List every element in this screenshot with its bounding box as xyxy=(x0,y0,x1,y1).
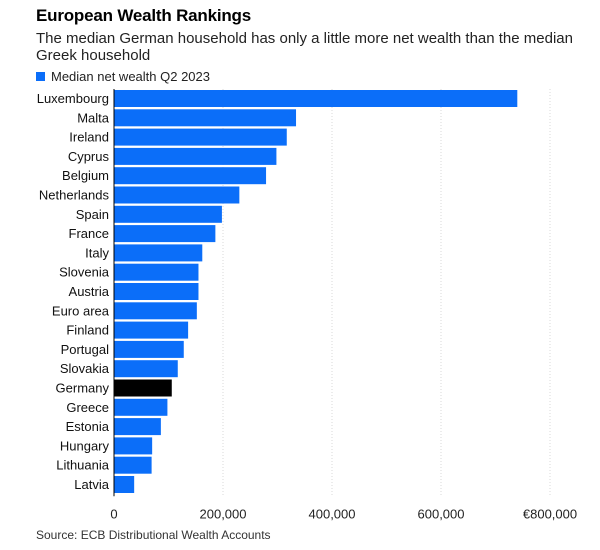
bar-latvia xyxy=(114,476,135,493)
category-label-latvia: Latvia xyxy=(74,477,109,492)
bar-slovenia xyxy=(114,263,199,281)
bar-hungary xyxy=(114,437,153,455)
category-label-france: France xyxy=(69,226,109,241)
category-label-malta: Malta xyxy=(77,110,110,125)
bar-belgium xyxy=(114,167,267,185)
source-note: Source: ECB Distributional Wealth Accoun… xyxy=(36,528,271,542)
bar-euro-area xyxy=(114,302,197,320)
category-label-slovakia: Slovakia xyxy=(60,361,110,376)
chart-subtitle: The median German household has only a l… xyxy=(36,30,573,64)
x-tick-label-400000: 400,000 xyxy=(309,506,356,521)
bar-malta xyxy=(114,109,297,127)
x-tick-label-200000: 200,000 xyxy=(200,506,247,521)
category-label-lithuania: Lithuania xyxy=(56,458,110,473)
bar-estonia xyxy=(114,418,161,436)
bar-portugal xyxy=(114,340,184,358)
category-label-belgium: Belgium xyxy=(62,168,109,183)
bar-cyprus xyxy=(114,147,277,165)
category-label-euro-area: Euro area xyxy=(52,303,110,318)
bar-spain xyxy=(114,205,222,223)
category-label-italy: Italy xyxy=(85,245,109,260)
category-label-greece: Greece xyxy=(66,400,109,415)
category-label-slovenia: Slovenia xyxy=(59,265,110,280)
bar-slovakia xyxy=(114,360,178,378)
category-label-germany: Germany xyxy=(56,381,110,396)
bar-lithuania xyxy=(114,456,152,474)
bar-greece xyxy=(114,398,168,416)
bar-netherlands xyxy=(114,186,240,204)
bar-italy xyxy=(114,244,203,262)
x-tick-label-600000: 600,000 xyxy=(418,506,465,521)
category-label-hungary: Hungary xyxy=(60,438,110,453)
x-tick-label-800000: €800,000 xyxy=(523,506,577,521)
category-label-netherlands: Netherlands xyxy=(39,188,110,203)
category-label-portugal: Portugal xyxy=(61,342,110,357)
category-label-spain: Spain xyxy=(76,207,109,222)
category-label-cyprus: Cyprus xyxy=(68,149,110,164)
legend: Median net wealth Q2 2023 xyxy=(36,69,210,84)
x-tick-label-0: 0 xyxy=(110,506,117,521)
category-label-estonia: Estonia xyxy=(66,419,110,434)
bar-ireland xyxy=(114,128,287,146)
bar-luxembourg xyxy=(114,90,518,107)
legend-swatch xyxy=(36,72,45,81)
bar-germany xyxy=(114,379,172,397)
category-label-finland: Finland xyxy=(66,323,109,338)
legend-label: Median net wealth Q2 2023 xyxy=(51,69,210,84)
category-label-luxembourg: Luxembourg xyxy=(37,91,109,106)
chart-title: European Wealth Rankings xyxy=(36,6,251,25)
category-label-ireland: Ireland xyxy=(69,130,109,145)
bar-finland xyxy=(114,321,189,339)
bar-austria xyxy=(114,283,199,300)
bar-france xyxy=(114,225,216,243)
category-label-austria: Austria xyxy=(69,284,110,299)
